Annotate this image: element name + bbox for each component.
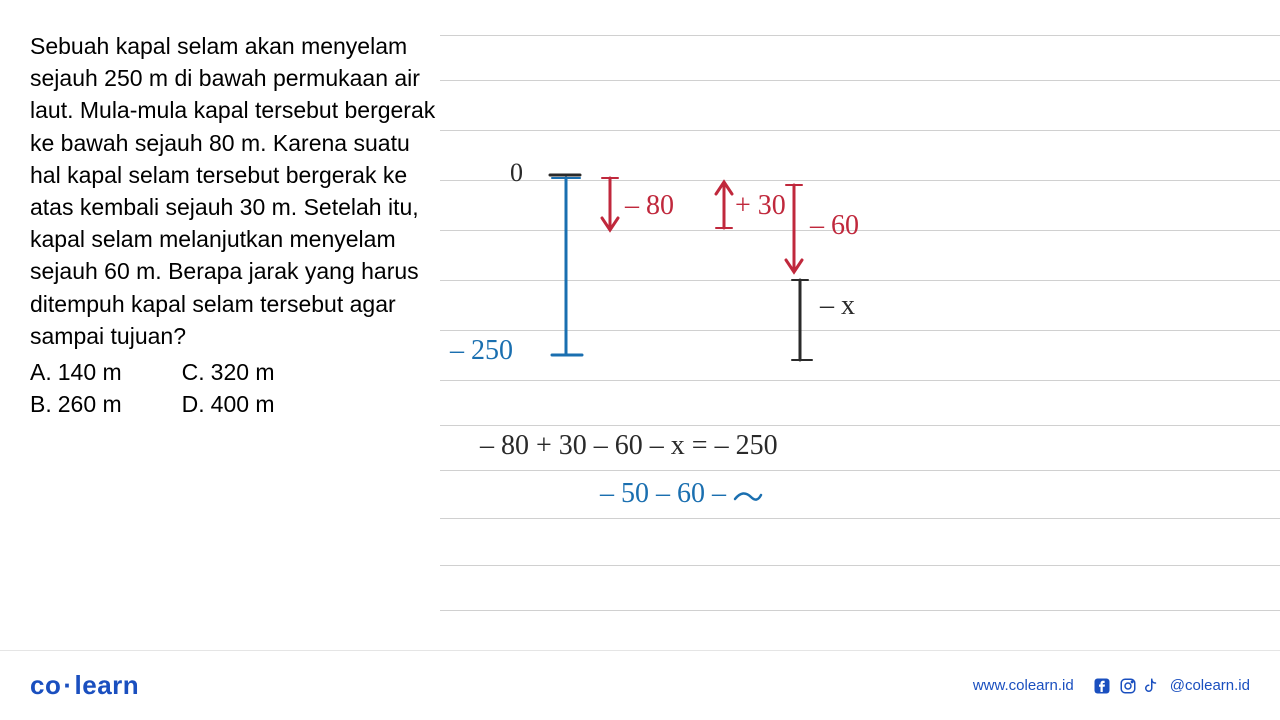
diagram-svg bbox=[450, 160, 1010, 420]
label-minus60: – 60 bbox=[810, 210, 859, 242]
option-c: C. 320 m bbox=[182, 356, 275, 388]
equation-line2: – 50 – 60 – bbox=[600, 478, 763, 510]
social-icons: @colearn.id bbox=[1092, 676, 1250, 696]
option-a: A. 140 m bbox=[30, 356, 122, 388]
answer-options: A. 140 m B. 260 m C. 320 m D. 400 m bbox=[30, 356, 440, 420]
option-d: D. 400 m bbox=[182, 388, 275, 420]
equation-line1: – 80 + 30 – 60 – x = – 250 bbox=[480, 430, 778, 462]
label-minus-x: – x bbox=[820, 290, 855, 322]
website-url: www.colearn.id bbox=[973, 677, 1074, 694]
social-handle: @colearn.id bbox=[1170, 677, 1250, 694]
label-zero: 0 bbox=[510, 158, 523, 188]
instagram-icon bbox=[1118, 676, 1138, 696]
option-b: B. 260 m bbox=[30, 388, 122, 420]
question-body: Sebuah kapal selam akan menyelam sejauh … bbox=[30, 30, 440, 352]
facebook-icon bbox=[1092, 676, 1112, 696]
label-plus30: + 30 bbox=[735, 190, 786, 222]
scribble-icon bbox=[733, 487, 763, 505]
question-text-block: Sebuah kapal selam akan menyelam sejauh … bbox=[30, 30, 440, 420]
tiktok-icon bbox=[1144, 676, 1164, 696]
logo: co·learn bbox=[30, 670, 139, 701]
footer: co·learn www.colearn.id @colearn.id bbox=[0, 650, 1280, 720]
label-minus80: – 80 bbox=[625, 190, 674, 222]
label-minus250: – 250 bbox=[450, 335, 513, 367]
